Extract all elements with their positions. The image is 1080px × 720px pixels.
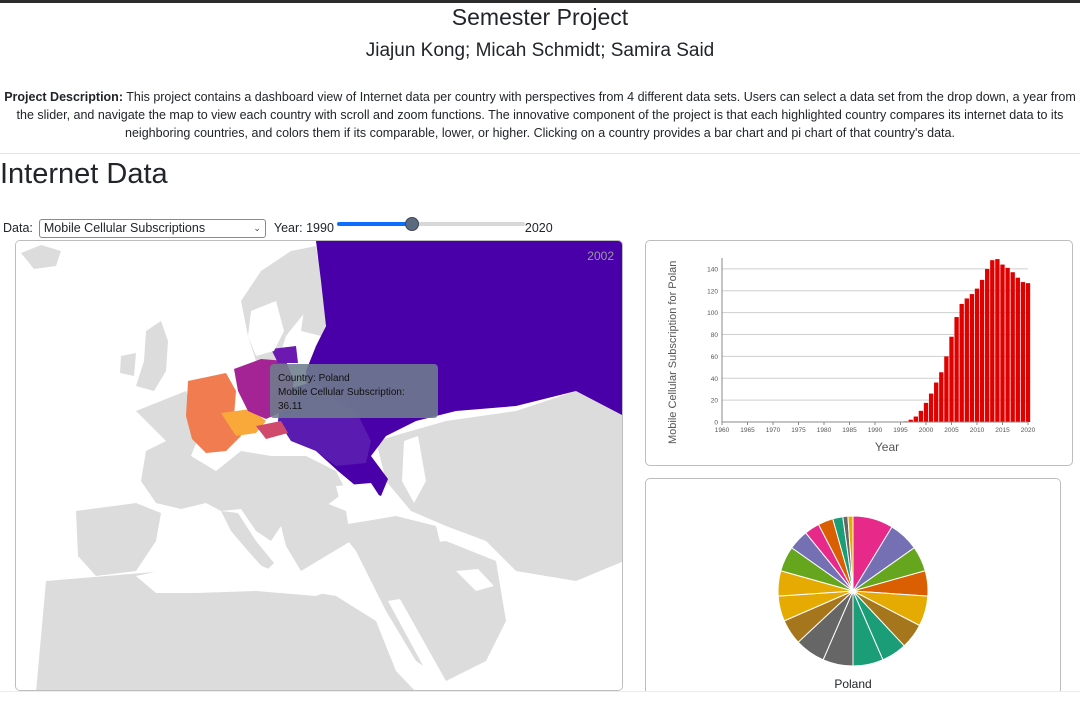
- bar[interactable]: [1020, 282, 1026, 422]
- year-max-label: 2020: [524, 221, 553, 235]
- data-label: Data:: [3, 221, 33, 235]
- bar[interactable]: [918, 410, 924, 422]
- bar[interactable]: [1005, 267, 1010, 422]
- bar[interactable]: [928, 393, 934, 422]
- x-tick-label: 1960: [715, 427, 730, 434]
- bar[interactable]: [939, 372, 944, 422]
- x-tick-label: 2005: [944, 427, 959, 434]
- bar[interactable]: [979, 279, 985, 422]
- baltic-sea: [248, 301, 284, 356]
- czechia: [221, 409, 266, 436]
- bar[interactable]: [954, 317, 959, 422]
- y-tick-label: 0: [714, 420, 718, 427]
- y-tick-label: 120: [707, 288, 718, 295]
- slider-fill: [336, 222, 413, 226]
- bar-chart: 0 20 40 60 80 100 120 140 1960 1965 1970 1975 1980 19…: [667, 258, 1036, 454]
- slovakia: [256, 421, 288, 439]
- world-map[interactable]: [16, 241, 623, 691]
- divider: [0, 153, 1080, 154]
- map-panel[interactable]: 2002: [15, 240, 623, 691]
- y-axis-label: Mobile Cellular Subscription for Polan: [667, 261, 679, 444]
- bar[interactable]: [974, 288, 980, 422]
- central-asia: [376, 381, 622, 581]
- caspian-sea: [402, 436, 426, 503]
- bar[interactable]: [964, 298, 969, 422]
- bar[interactable]: [908, 419, 913, 422]
- section-title: Internet Data: [0, 158, 168, 190]
- iceland: [21, 245, 61, 269]
- bar[interactable]: [990, 260, 995, 422]
- pie-chart: [777, 515, 929, 667]
- y-tick-label: 140: [707, 266, 718, 273]
- tooltip-value: Mobile Cellular Subscription: 36.11: [278, 387, 405, 412]
- bar[interactable]: [934, 382, 939, 422]
- bar[interactable]: [969, 294, 975, 422]
- chevron-down-icon: ⌄: [253, 222, 261, 233]
- x-tick-label: 2000: [919, 427, 934, 434]
- bar[interactable]: [944, 356, 949, 422]
- bar[interactable]: [959, 303, 964, 422]
- x-tick-label: 1965: [740, 427, 755, 434]
- x-tick-label: 1975: [791, 427, 806, 434]
- dataset-select[interactable]: Mobile Cellular Subscriptions ⌄: [38, 218, 266, 238]
- authors: Jiajun Kong; Micah Schmidt; Samira Said: [365, 40, 715, 61]
- slider-thumb[interactable]: [405, 217, 420, 231]
- description-text: This project contains a dashboard view o…: [16, 90, 1076, 140]
- map-year-label: 2002: [587, 249, 614, 263]
- y-tick-label: 40: [711, 376, 719, 383]
- x-tick-label: 1985: [842, 427, 857, 434]
- bar[interactable]: [1025, 283, 1031, 422]
- year-label: Year: 1990: [273, 221, 334, 235]
- pie-country-label: Poland: [834, 677, 872, 691]
- balkans: [276, 499, 351, 571]
- africa: [36, 571, 415, 690]
- bar[interactable]: [923, 402, 929, 422]
- pie-chart-panel: Poland: [645, 478, 1061, 698]
- country-tooltip: Country: Poland Mobile Cellular Subscrip…: [270, 364, 438, 418]
- tooltip-country: Country: Poland: [278, 373, 350, 384]
- bar[interactable]: [995, 259, 1000, 422]
- dataset-select-value: Mobile Cellular Subscriptions: [43, 221, 206, 235]
- persian-gulf: [456, 569, 494, 591]
- y-tick-label: 80: [711, 332, 719, 339]
- turkey: [336, 516, 441, 553]
- y-tick-label: 100: [707, 310, 718, 317]
- x-tick-label: 1995: [893, 427, 908, 434]
- bar[interactable]: [1015, 277, 1020, 422]
- x-tick-label: 2015: [995, 427, 1010, 434]
- project-description: Project Description: This project contai…: [4, 88, 1076, 142]
- x-axis-label: Year: [875, 440, 899, 454]
- lithuania: [271, 346, 298, 363]
- page-footer: [0, 691, 1080, 720]
- x-tick-label: 1970: [766, 427, 781, 434]
- x-tick-label: 2020: [1021, 427, 1036, 434]
- y-tick-label: 20: [711, 398, 719, 405]
- pie-slice[interactable]: [847, 515, 854, 592]
- bar[interactable]: [1010, 272, 1015, 422]
- slider-track: [336, 222, 525, 226]
- controls-bar: Data: Mobile Cellular Subscriptions ⌄ Ye…: [3, 217, 553, 238]
- page-title: Semester Project: [451, 4, 629, 30]
- y-tick-label: 60: [711, 354, 719, 361]
- bar[interactable]: [913, 416, 918, 422]
- x-tick-label: 1990: [868, 427, 883, 434]
- top-border: [0, 0, 1080, 3]
- description-label: Project Description:: [4, 90, 123, 104]
- bar[interactable]: [949, 336, 954, 422]
- bar[interactable]: [985, 268, 990, 422]
- germany: [186, 373, 241, 453]
- x-tick-label: 1980: [817, 427, 832, 434]
- red-sea: [388, 599, 446, 686]
- mediterranean: [136, 559, 356, 596]
- x-tick-label: 2010: [970, 427, 985, 434]
- ireland: [120, 353, 136, 376]
- iberia: [76, 503, 161, 576]
- uk: [136, 321, 168, 391]
- bar[interactable]: [1000, 264, 1005, 422]
- black-sea: [336, 483, 384, 513]
- year-slider[interactable]: [336, 217, 525, 238]
- italy: [221, 511, 274, 571]
- bar-chart-panel: 0 20 40 60 80 100 120 140 1960 1965 1970 1975 1980 19…: [645, 240, 1073, 466]
- russia-region: [306, 241, 622, 496]
